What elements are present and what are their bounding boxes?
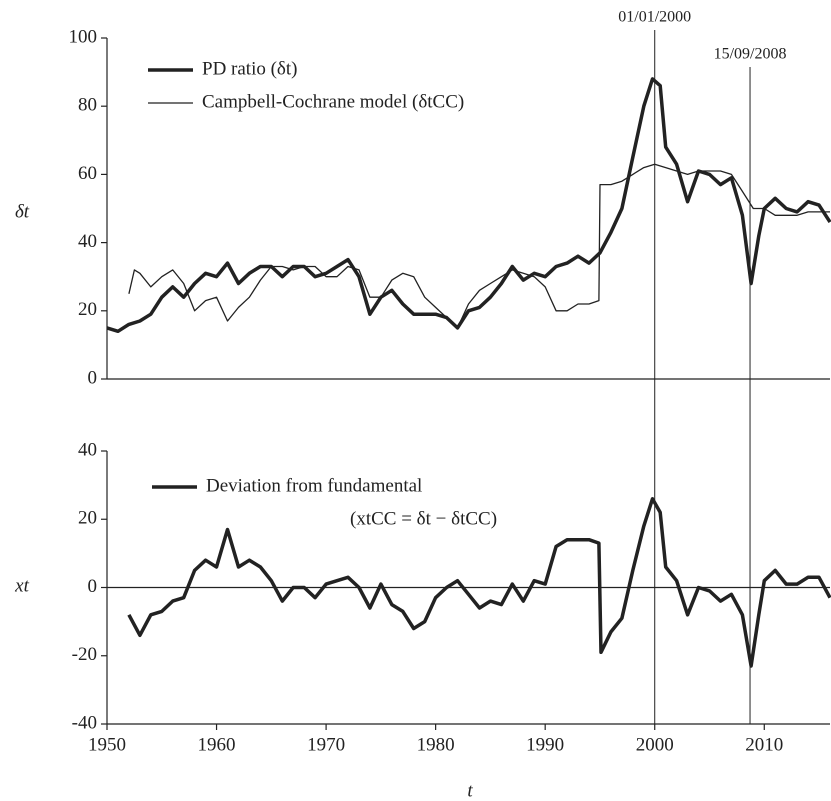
y-tick-label: -20 — [72, 644, 97, 665]
legend-label: PD ratio (δt) — [202, 58, 298, 79]
y-axis-label: δt — [15, 201, 30, 222]
y-tick-label: 0 — [88, 576, 98, 597]
x-tick-label: 1980 — [417, 734, 455, 755]
x-tick-label: 2010 — [745, 734, 783, 755]
x-tick-label: 1970 — [307, 734, 345, 755]
x-tick-label: 2000 — [636, 734, 674, 755]
series-line — [128, 163, 830, 329]
y-tick-label: 40 — [78, 231, 97, 252]
y-tick-label: 20 — [78, 299, 97, 320]
y-tick-label: 20 — [78, 508, 97, 529]
y-axis-label: xt — [14, 575, 29, 596]
y-tick-label: -40 — [72, 712, 97, 733]
y-tick-label: 80 — [78, 95, 97, 116]
legend-label: Campbell-Cochrane model (δtCC) — [202, 91, 464, 112]
y-tick-label: 40 — [78, 439, 97, 460]
x-tick-label: 1960 — [198, 734, 236, 755]
series-line — [106, 77, 831, 334]
event-label: 15/09/2008 — [714, 46, 787, 63]
x-tick-label: 1990 — [526, 734, 564, 755]
event-label: 01/01/2000 — [618, 9, 691, 26]
formula: (xtCC = δt − δtCC) — [350, 508, 497, 529]
series-line — [127, 497, 831, 668]
y-tick-label: 0 — [88, 367, 98, 388]
y-tick-label: 100 — [69, 26, 98, 47]
x-axis-label: t — [467, 780, 473, 801]
legend-label: Deviation from fundamental — [206, 475, 422, 496]
x-tick-label: 1950 — [88, 734, 126, 755]
y-tick-label: 60 — [78, 163, 97, 184]
